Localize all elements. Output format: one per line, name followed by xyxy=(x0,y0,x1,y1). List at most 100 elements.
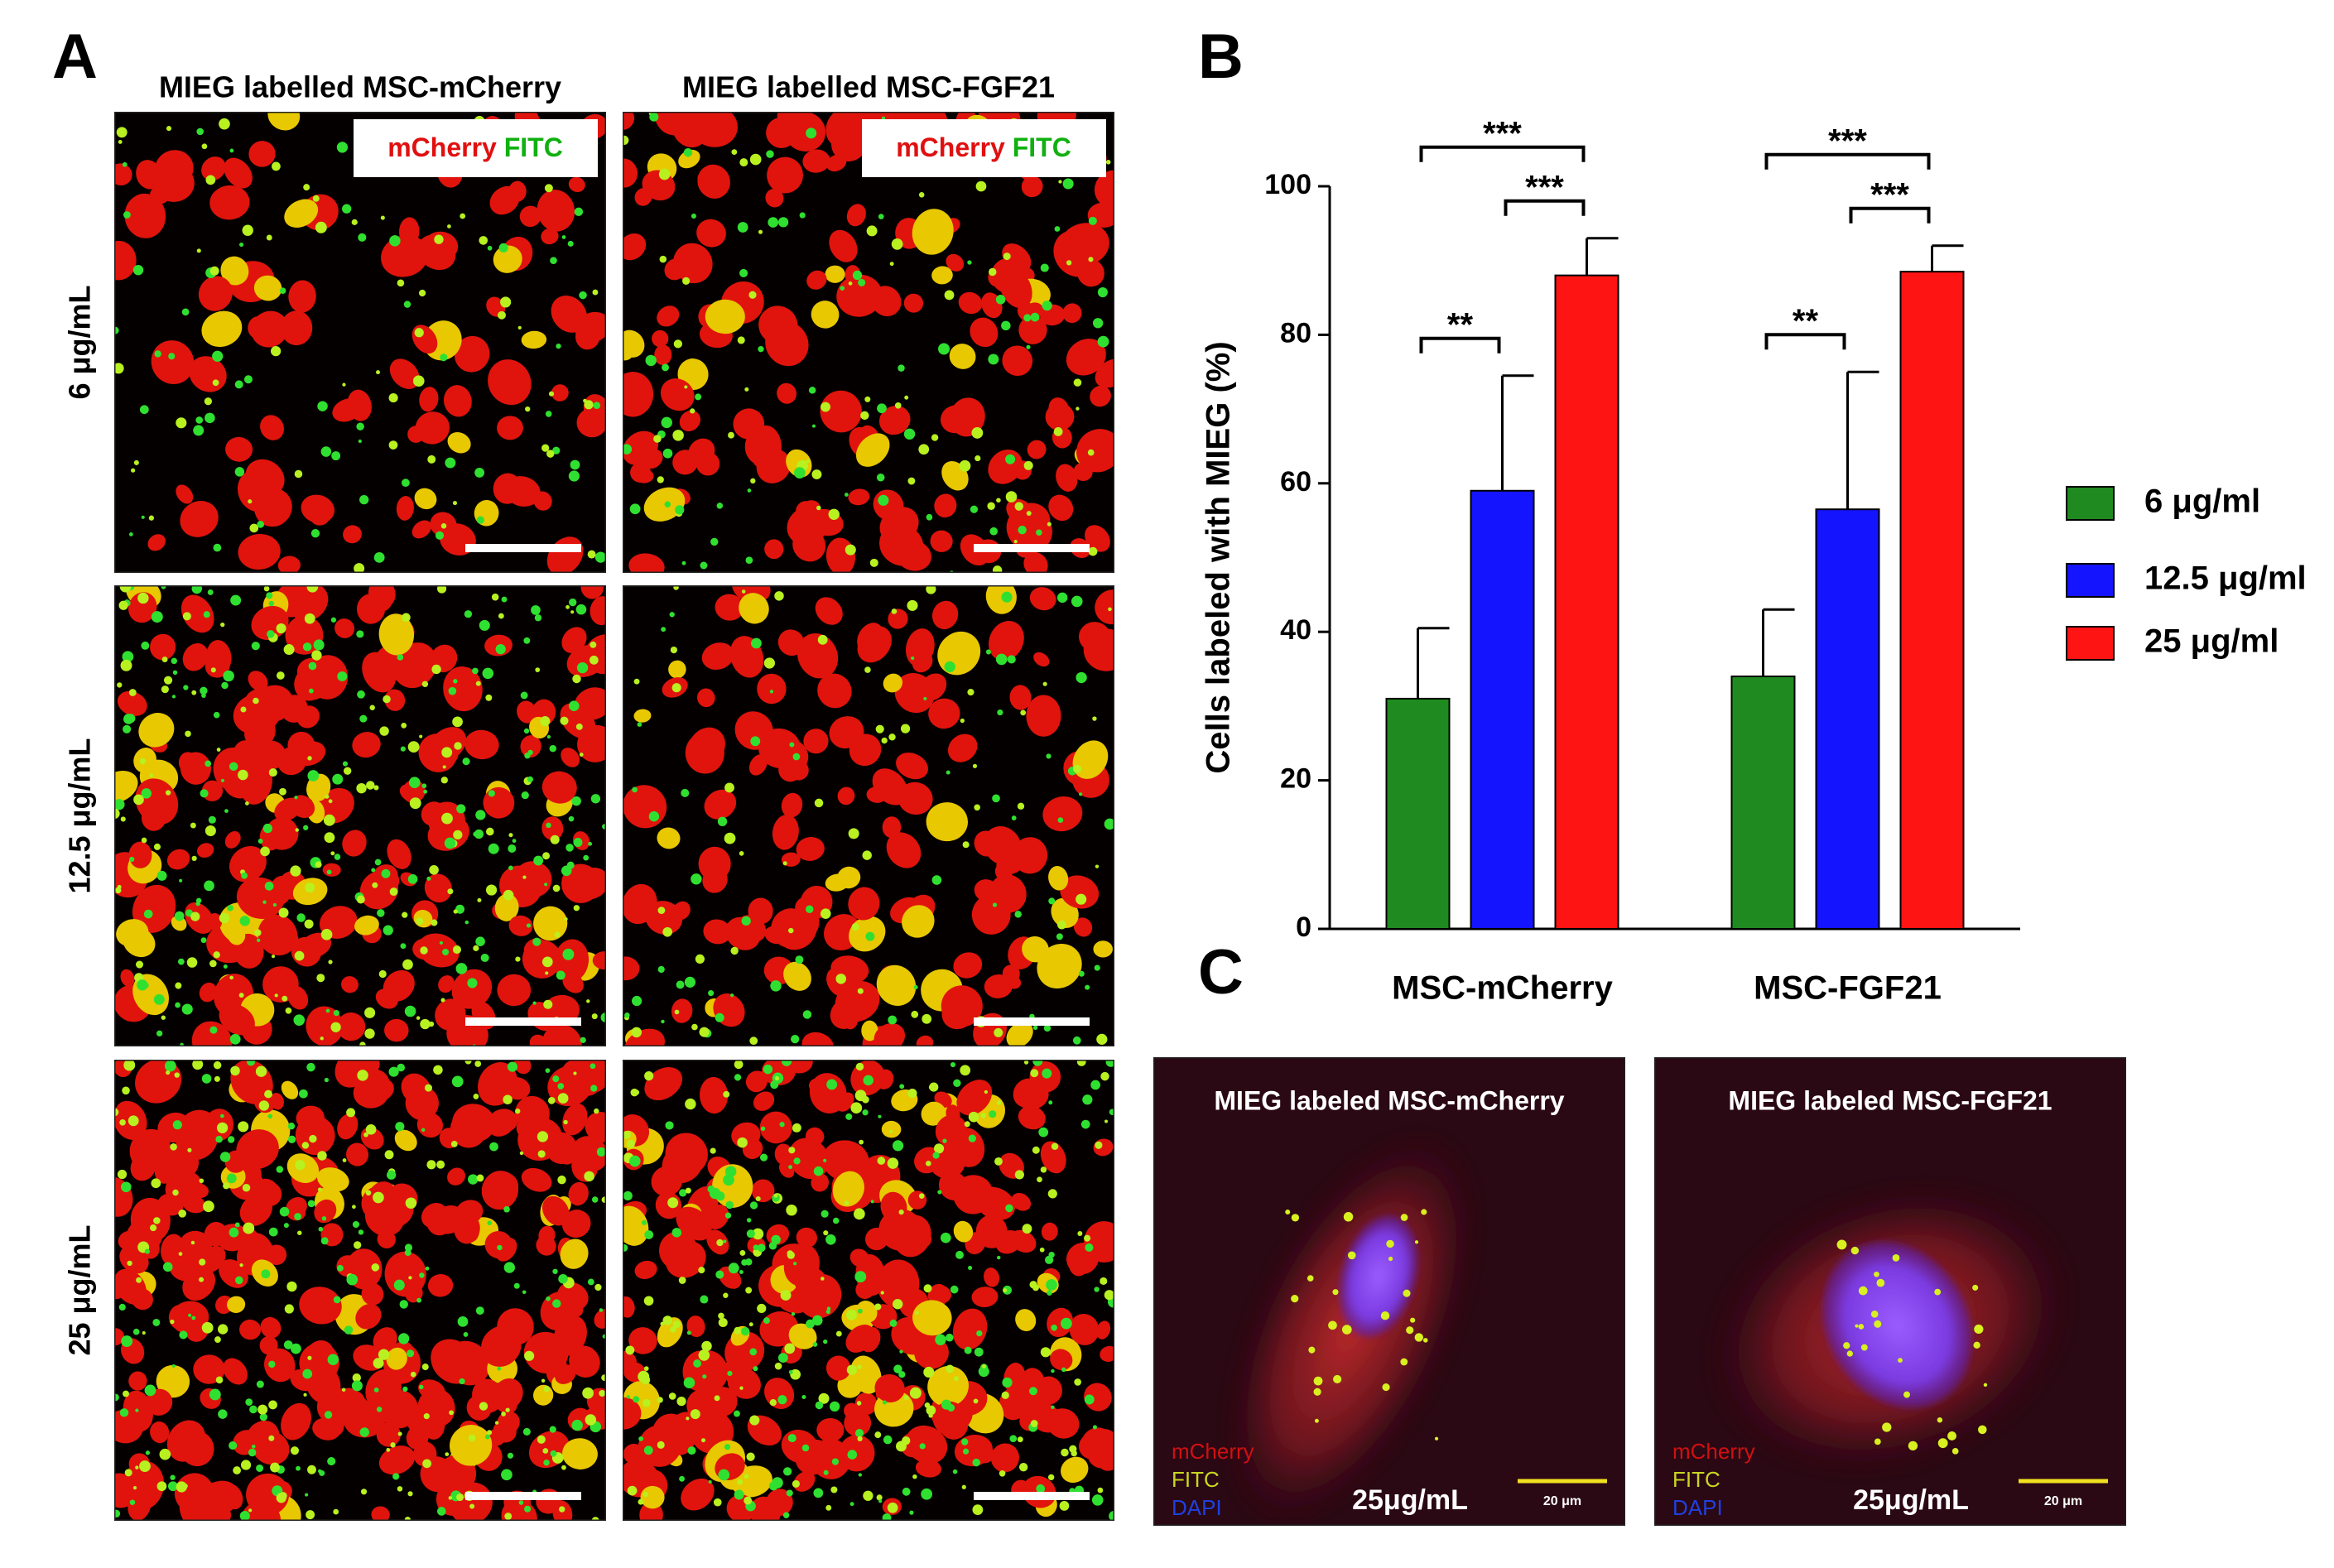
fitc-dot xyxy=(746,1218,752,1223)
fitc-dot xyxy=(242,1183,251,1192)
cell xyxy=(337,1113,359,1140)
cell xyxy=(225,436,253,462)
fitc-dot xyxy=(631,995,642,1007)
fitc-dot xyxy=(437,1507,446,1516)
fitc-dot xyxy=(576,661,589,674)
cell xyxy=(777,382,796,404)
fitc-dot xyxy=(1937,1438,1948,1449)
fitc-dot xyxy=(678,1277,686,1284)
fitc-dot xyxy=(730,993,734,998)
cell xyxy=(344,1402,386,1438)
fitc-dot xyxy=(476,1174,484,1182)
fitc-dot xyxy=(279,287,286,294)
fitc-dot xyxy=(261,1269,271,1279)
cell xyxy=(704,743,721,759)
fitc-dot xyxy=(862,850,872,860)
fitc-dot xyxy=(1028,1387,1037,1396)
fitc-dot xyxy=(302,1368,313,1379)
fitc-dot xyxy=(600,1012,606,1023)
fitc-dot xyxy=(294,1213,302,1220)
fitc-dot xyxy=(987,502,995,510)
cell xyxy=(150,633,176,661)
fitc-dot xyxy=(1020,709,1027,716)
fitc-dot xyxy=(865,931,875,941)
fitc-dot xyxy=(136,1277,142,1283)
cell xyxy=(517,700,537,724)
fitc-dot xyxy=(1314,1418,1319,1423)
fitc-dot xyxy=(369,705,375,710)
cell xyxy=(281,1080,299,1099)
fitc-dot xyxy=(909,1387,922,1399)
cell xyxy=(623,112,635,130)
fitc-dot xyxy=(944,290,955,301)
fitc-dot xyxy=(691,1023,698,1031)
fitc-dot xyxy=(1087,449,1095,456)
fitc-dot xyxy=(715,1270,724,1279)
fitc-dot xyxy=(741,916,751,926)
cell xyxy=(316,1167,349,1192)
fitc-dot xyxy=(783,1467,792,1476)
fitc-dot xyxy=(792,1479,800,1488)
fitc-dot xyxy=(313,639,325,651)
fitc-dot xyxy=(221,681,229,690)
fitc-dot xyxy=(143,909,153,919)
cell xyxy=(336,1255,359,1277)
fitc-dot xyxy=(670,646,678,654)
cell xyxy=(672,450,698,475)
fitc-dot xyxy=(683,1377,695,1389)
fitc-dot xyxy=(359,1427,369,1437)
cell xyxy=(551,296,588,333)
fitc-dot xyxy=(283,644,295,656)
cell xyxy=(837,866,861,889)
fitc-dot xyxy=(1092,716,1097,721)
fitc-dot xyxy=(397,1333,410,1344)
fitc-dot xyxy=(455,963,468,974)
fitc-dot xyxy=(287,1123,296,1130)
cell xyxy=(245,459,285,497)
cell xyxy=(860,1326,881,1353)
fitc-dot xyxy=(937,1190,942,1195)
significance-bracket xyxy=(1764,152,1931,170)
cell xyxy=(264,1348,296,1383)
cell xyxy=(1023,551,1048,573)
fitc-dot xyxy=(297,1230,302,1235)
fitc-dot xyxy=(858,1473,863,1477)
fitc-dot xyxy=(488,790,496,797)
fitc-dot xyxy=(209,1388,221,1401)
fitc-dot xyxy=(487,245,493,251)
fitc-dot xyxy=(1072,1036,1081,1045)
fitc-dot xyxy=(201,143,208,150)
fitc-dot xyxy=(541,1378,546,1383)
cell xyxy=(846,204,866,227)
fitc-dot xyxy=(583,854,590,861)
fitc-dot xyxy=(644,1230,654,1239)
fitc-dot xyxy=(491,593,499,601)
cell xyxy=(450,1110,487,1148)
fitc-dot xyxy=(523,728,530,734)
fitc-dot xyxy=(426,1160,436,1170)
fitc-dot xyxy=(791,1034,800,1044)
cell xyxy=(574,867,606,900)
cell xyxy=(236,1129,279,1170)
fitc-dot xyxy=(899,1349,903,1354)
fitc-dot xyxy=(661,416,672,429)
fitc-dot xyxy=(727,1370,733,1377)
fitc-dot xyxy=(755,1195,761,1202)
fitc-dot xyxy=(148,515,155,521)
fitc-dot xyxy=(449,1410,454,1416)
cell xyxy=(557,1282,589,1311)
cell xyxy=(254,488,292,527)
fitc-dot xyxy=(294,950,305,961)
cell xyxy=(832,1171,864,1207)
fitc-dot xyxy=(682,277,691,285)
fitc-dot xyxy=(950,1061,956,1068)
fitc-dot xyxy=(864,396,871,402)
fitc-dot xyxy=(896,1441,907,1452)
fitc-dot xyxy=(117,1169,128,1180)
cell xyxy=(585,1111,606,1142)
cell xyxy=(447,1167,465,1186)
cell xyxy=(994,863,1013,881)
cell xyxy=(894,672,935,714)
fitc-dot xyxy=(132,1328,140,1335)
fitc-dot xyxy=(1051,1368,1055,1373)
